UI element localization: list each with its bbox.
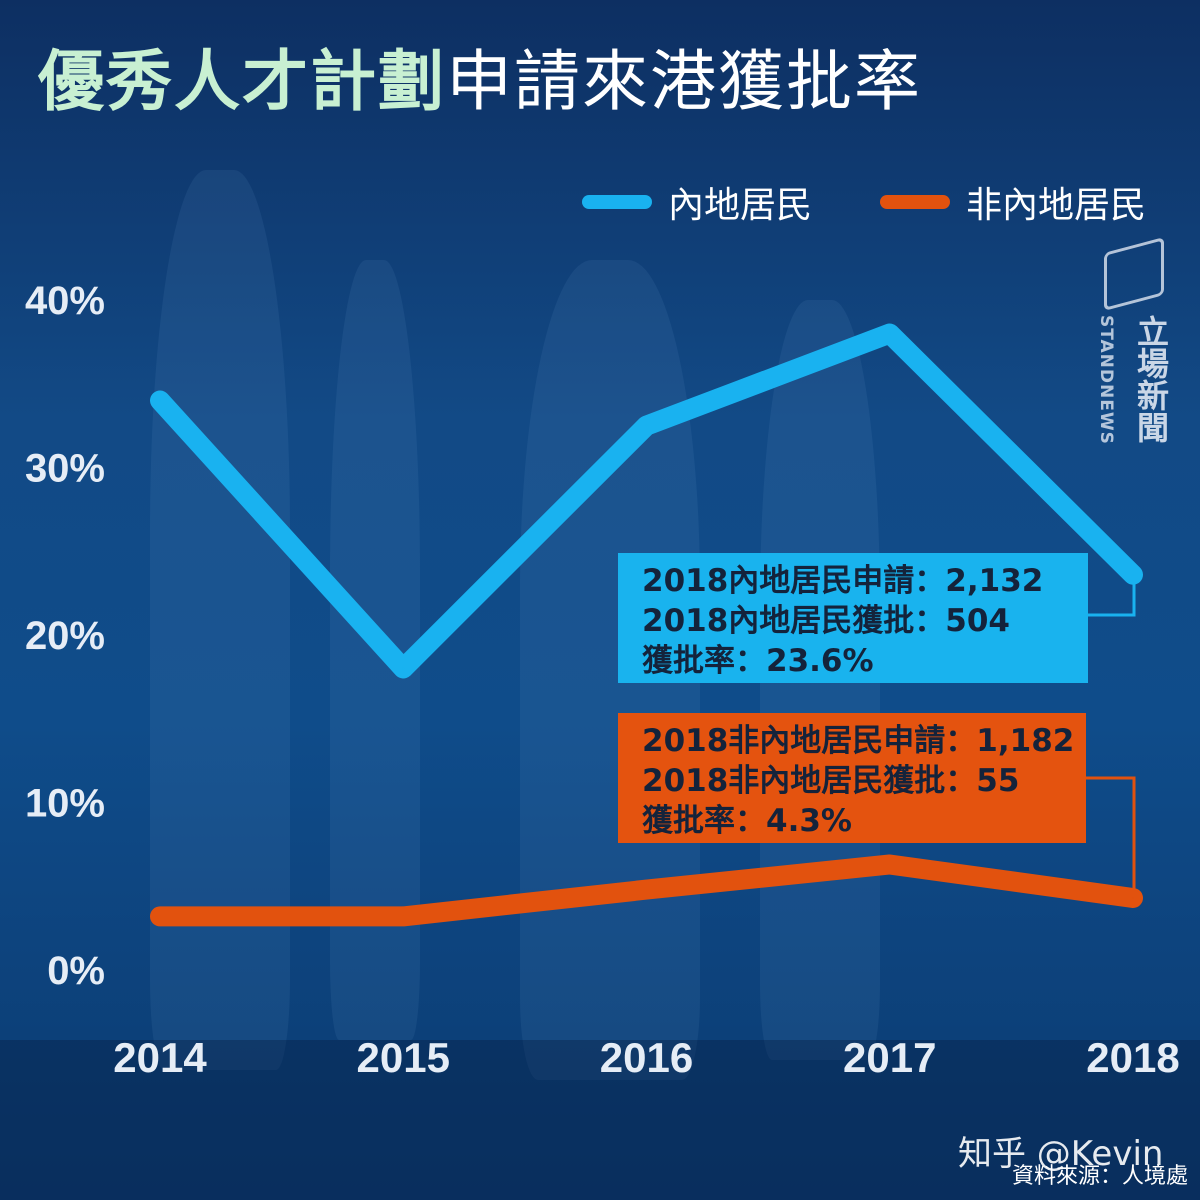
- title-part2: 申請來港獲批率: [446, 43, 922, 120]
- annotation-leaders: [1086, 574, 1136, 898]
- x-tick-label: 2015: [357, 1034, 450, 1081]
- logo-english-text: STANDNEWS: [1096, 315, 1116, 445]
- legend-label-nonmainland: 非內地居民: [966, 185, 1147, 226]
- legend-label-mainland: 內地居民: [668, 185, 813, 226]
- y-tick-label: 0%: [47, 949, 105, 993]
- standnews-logo-icon: [1104, 236, 1164, 312]
- background-shadow: [0, 1040, 1200, 1200]
- data-point-mainland: [1132, 573, 1134, 576]
- data-point-nonmainland: [402, 915, 405, 918]
- series-layer: [150, 323, 1143, 927]
- x-axis: 2014 2015 2016 2017 2018: [113, 1034, 1179, 1081]
- x-tick-label: 2018: [1086, 1034, 1179, 1081]
- data-point-mainland: [402, 667, 405, 670]
- source-note: 資料來源：人境處: [1011, 1164, 1188, 1189]
- annotation-nonmainland-rate: 獲批率：4.3%: [642, 803, 852, 839]
- legend-item-mainland: 內地居民: [582, 176, 812, 228]
- data-point-nonmainland: [645, 888, 648, 891]
- leader-line-nonmainland: [1086, 776, 1136, 898]
- title-part1: 優秀人才計劃: [38, 43, 446, 120]
- data-point-mainland: [645, 424, 648, 427]
- annotation-mainland-approved: 2018內地居民獲批：504: [642, 603, 1010, 639]
- zhihu-watermark: 知乎 @Kevin: [958, 1134, 1164, 1174]
- data-point-mainland: [159, 399, 161, 402]
- data-point-nonmainland: [1132, 896, 1134, 899]
- annotation-mainland-rate: 獲批率：23.6%: [642, 643, 874, 679]
- y-tick-label: 30%: [25, 447, 105, 491]
- data-point-nonmainland: [159, 915, 161, 918]
- annotation-box-nonmainland: 2018非內地居民申請：1,182 2018非內地居民獲批：55 獲批率：4.3…: [618, 713, 1086, 843]
- annotation-nonmainland-applications: 2018非內地居民申請：1,182: [642, 723, 1075, 759]
- x-tick-label: 2014: [113, 1034, 207, 1081]
- legend-swatch-mainland: [582, 195, 652, 209]
- x-tick-label: 2017: [843, 1034, 936, 1081]
- x-tick-label: 2016: [600, 1034, 693, 1081]
- legend-item-nonmainland: 非內地居民: [880, 176, 1146, 228]
- logo-chinese-text: 立場新聞: [1132, 315, 1170, 443]
- y-tick-label: 40%: [25, 279, 105, 323]
- leader-line-mainland: [1088, 574, 1136, 617]
- y-tick-label: 20%: [25, 614, 105, 658]
- annotation-box-mainland: 2018內地居民申請：2,132 2018內地居民獲批：504 獲批率：23.6…: [618, 553, 1088, 683]
- standnews-logo: 立場新聞 STANDNEWS: [1096, 236, 1170, 475]
- annotation-mainland-applications: 2018內地居民申請：2,132: [642, 563, 1044, 599]
- data-point-mainland: [888, 332, 891, 335]
- y-axis: 0% 10% 20% 30% 40%: [25, 279, 105, 993]
- annotation-nonmainland-approved: 2018非內地居民獲批：55: [642, 763, 1020, 799]
- data-point-nonmainland: [888, 863, 891, 866]
- legend-swatch-nonmainland: [880, 195, 950, 209]
- page-title: 優秀人才計劃申請來港獲批率: [38, 28, 922, 124]
- y-tick-label: 10%: [25, 782, 105, 826]
